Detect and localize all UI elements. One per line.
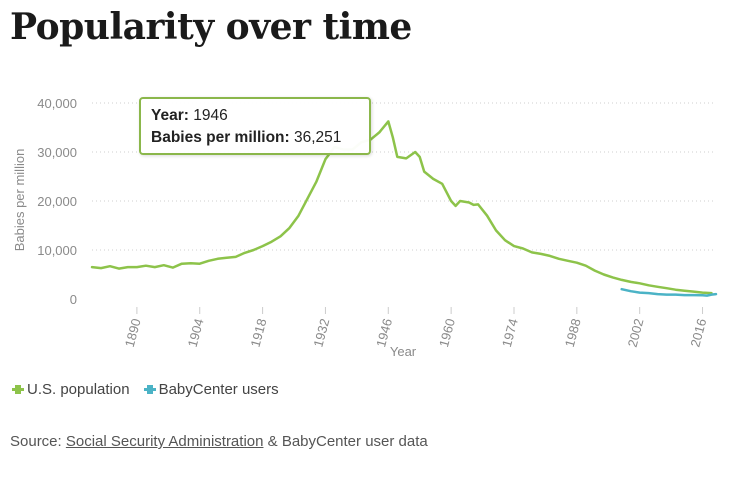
chart-legend: U.S. population BabyCenter users bbox=[12, 381, 279, 398]
x-axis-title: Year bbox=[390, 344, 417, 359]
y-tick-label: 30,000 bbox=[37, 145, 77, 160]
x-tick-label: 1946 bbox=[373, 317, 395, 349]
tooltip-year-label: Year: bbox=[151, 107, 189, 124]
x-tick-label: 1960 bbox=[436, 317, 458, 349]
series-line-us-population[interactable] bbox=[90, 120, 713, 295]
x-tick-label: 2002 bbox=[625, 317, 647, 349]
source-prefix: Source: bbox=[10, 433, 62, 450]
legend-label-babycenter-users: BabyCenter users bbox=[158, 381, 279, 398]
source-suffix: & BabyCenter user data bbox=[267, 433, 428, 450]
chart-tooltip: Year: 1946 Babies per million: 36,251 bbox=[139, 97, 371, 155]
chart-series bbox=[90, 120, 718, 297]
x-tick-label: 1988 bbox=[562, 317, 584, 349]
y-tick-label: 10,000 bbox=[37, 243, 77, 258]
x-tick-label: 1974 bbox=[499, 317, 521, 349]
tooltip-year-value: 1946 bbox=[193, 107, 228, 124]
legend-swatch-babycenter-users bbox=[143, 385, 156, 394]
legend-item-babycenter-users[interactable]: BabyCenter users bbox=[143, 381, 279, 398]
tooltip-value-value: 36,251 bbox=[293, 129, 342, 146]
source-link[interactable]: Social Security Administration bbox=[65, 433, 264, 450]
x-axis-ticks: 1890 1904 1918 1932 1946 1960 1974 1988 2002 2016 bbox=[122, 307, 709, 349]
y-axis-title: Babies per million bbox=[12, 149, 27, 252]
x-tick-label: 1918 bbox=[248, 317, 270, 349]
y-axis-ticks: 0 10,000 20,000 30,000 40,000 bbox=[37, 96, 77, 307]
x-tick-label: 1890 bbox=[122, 317, 144, 349]
series-line-babycenter-users[interactable] bbox=[620, 287, 718, 297]
x-tick-label: 2016 bbox=[687, 317, 709, 349]
y-tick-label: 40,000 bbox=[37, 96, 77, 111]
y-tick-label: 0 bbox=[70, 292, 77, 307]
page-title: Popularity over time bbox=[10, 6, 412, 48]
legend-label-us-population: U.S. population bbox=[27, 381, 130, 398]
source-note: Source: Social Security Administration &… bbox=[10, 433, 428, 450]
legend-swatch-us-population bbox=[12, 385, 24, 394]
legend-item-us-population[interactable]: U.S. population bbox=[12, 381, 130, 398]
x-tick-label: 1904 bbox=[185, 317, 207, 349]
x-tick-label: 1932 bbox=[310, 317, 332, 349]
y-tick-label: 20,000 bbox=[37, 194, 77, 209]
tooltip-value-label: Babies per million: bbox=[151, 129, 290, 146]
